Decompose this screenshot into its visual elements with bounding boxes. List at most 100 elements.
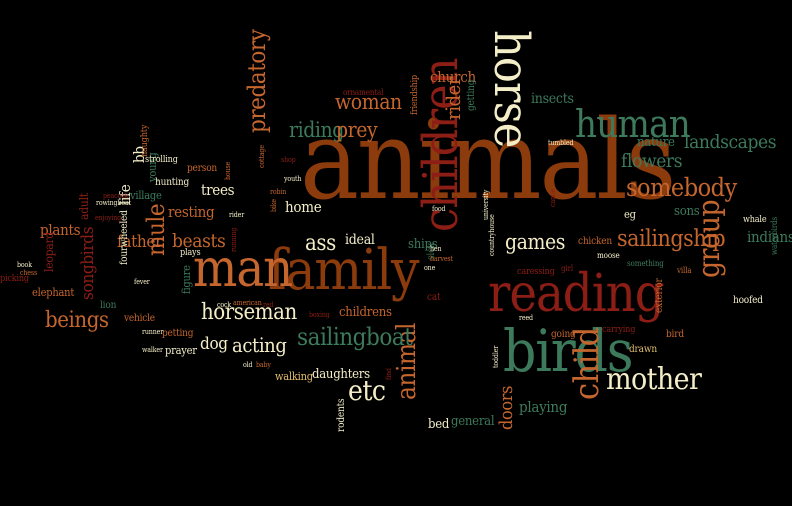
word: toddler (492, 345, 500, 368)
word: find (385, 368, 393, 380)
word: carrying (602, 325, 636, 335)
word: somebody (626, 173, 737, 202)
word: sons (674, 204, 700, 219)
word: resting (168, 203, 215, 221)
word: general (451, 414, 495, 429)
word: human (575, 102, 691, 146)
word: cock (217, 301, 232, 309)
word: old (243, 361, 253, 369)
word: robin (270, 188, 287, 196)
word: ideal (345, 232, 375, 248)
word: harvest (430, 255, 453, 263)
word: chicken (578, 236, 612, 247)
word: childrens (339, 305, 392, 320)
word: waterbirds (770, 216, 779, 255)
word: red (263, 301, 274, 309)
word: home (285, 198, 322, 216)
word: cottage (258, 145, 266, 168)
word: cat (427, 292, 441, 303)
word: insects (531, 91, 574, 107)
word: bird (666, 329, 684, 340)
word: canoe (549, 188, 557, 207)
word: dog (200, 334, 228, 354)
word: prey (336, 118, 378, 142)
word: house (224, 161, 232, 180)
word: indians (747, 228, 792, 246)
word: rodents (336, 398, 347, 432)
word: friendship (410, 75, 420, 115)
word: american (233, 299, 262, 307)
word: rider (229, 211, 245, 219)
word: beings (45, 308, 109, 333)
word: countryhouse (488, 214, 496, 256)
word: family (268, 238, 420, 303)
word: picking (0, 274, 29, 284)
word: youth (284, 175, 302, 183)
word: prayer (165, 344, 197, 357)
word: exterior (654, 278, 665, 313)
word: figure (180, 265, 193, 294)
word: horseman (201, 300, 297, 325)
word: ships (408, 237, 438, 252)
word: enjoying (95, 214, 122, 222)
word: lion (100, 300, 117, 311)
word: reading (488, 264, 665, 324)
word: beasts (172, 230, 226, 252)
word: baby (256, 361, 271, 369)
word: games (505, 230, 566, 254)
word: hunting (155, 177, 190, 188)
word: bed (428, 417, 450, 432)
word: father (117, 232, 163, 252)
word: hen (430, 245, 442, 253)
word: going (551, 329, 576, 340)
word: person (187, 163, 218, 174)
word: predatory (243, 29, 271, 133)
word: adult (77, 193, 91, 220)
word: eg (624, 208, 636, 221)
word: moose (597, 251, 620, 260)
word: church (430, 68, 476, 86)
word: riding (289, 118, 344, 142)
word: book (17, 261, 32, 269)
word: leopard (42, 231, 56, 272)
word: caressing (517, 267, 555, 277)
word: elephant (32, 286, 75, 299)
word: tumbled (548, 139, 574, 147)
word: reed (519, 314, 533, 322)
word: petting (162, 328, 194, 339)
word: hoofed (733, 295, 763, 306)
word: landscapes (684, 131, 777, 153)
word: animals (300, 96, 676, 224)
word: etc (348, 374, 386, 407)
word: horse (483, 30, 539, 148)
word: acting (232, 333, 287, 357)
word: getting (466, 79, 477, 111)
word: playing (519, 398, 568, 416)
word: ass (305, 231, 336, 256)
word: songbirds (78, 226, 98, 300)
word: man (193, 239, 293, 299)
word: runner (142, 328, 164, 336)
word: peacock (103, 192, 129, 200)
word: ornamental (343, 88, 384, 97)
word: plays (180, 248, 201, 258)
word: walking (275, 370, 313, 383)
word: rowingboat (96, 199, 131, 207)
word: doors (496, 385, 517, 430)
word: mother (606, 362, 702, 397)
word: bike (270, 198, 278, 212)
word: walker (142, 346, 163, 354)
word: birds (503, 317, 634, 385)
word: trees (201, 181, 235, 199)
word: boxing (309, 311, 330, 319)
word: whale (743, 215, 767, 225)
word: drawn (629, 344, 657, 355)
word: plants (40, 221, 81, 239)
word: flowers (621, 150, 683, 172)
word: running (230, 227, 238, 252)
word: girl (561, 264, 574, 273)
word: chess (20, 269, 38, 277)
word: food (432, 205, 446, 213)
word: sailingboat (297, 323, 413, 351)
